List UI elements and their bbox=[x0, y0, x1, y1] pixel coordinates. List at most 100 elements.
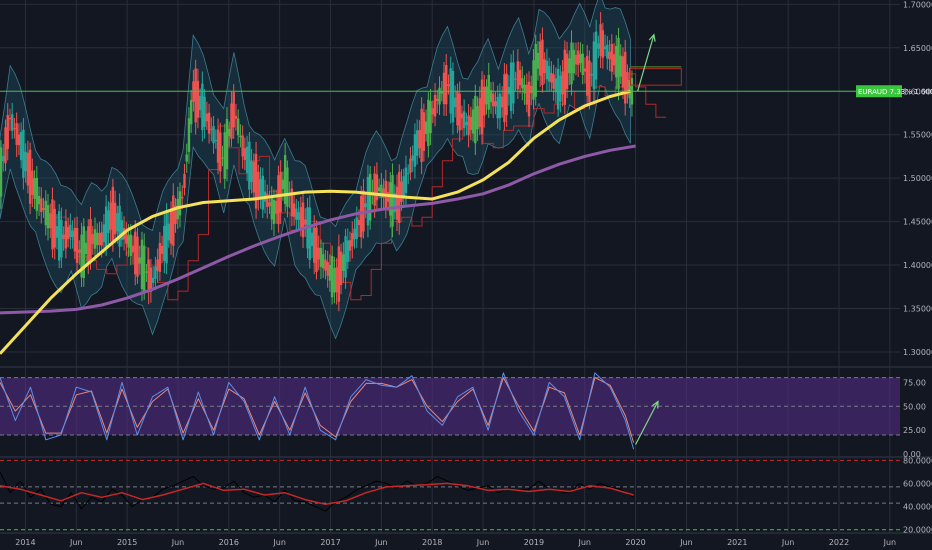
candle-body bbox=[216, 129, 220, 163]
candle-body bbox=[212, 126, 215, 144]
candle-body bbox=[568, 58, 571, 74]
candle-body bbox=[624, 51, 627, 104]
candle-body bbox=[299, 207, 303, 229]
candle-body bbox=[207, 112, 211, 134]
candle-body bbox=[234, 115, 238, 119]
candle-body bbox=[505, 73, 508, 116]
candle-body bbox=[534, 43, 537, 97]
candle-body bbox=[174, 205, 177, 225]
candle-body bbox=[514, 78, 517, 80]
candle-body bbox=[145, 271, 148, 273]
x-tick-label: 2020 bbox=[625, 538, 645, 547]
candle-body bbox=[480, 79, 484, 135]
candle-body bbox=[474, 95, 477, 144]
candle-body bbox=[447, 84, 450, 87]
arrow-shaft bbox=[637, 34, 655, 92]
candle-body bbox=[545, 60, 549, 80]
candle-body bbox=[42, 208, 45, 211]
candle-body bbox=[465, 121, 468, 126]
candle-body bbox=[342, 254, 345, 271]
candle-body bbox=[109, 202, 112, 230]
projection-box bbox=[630, 68, 682, 86]
candle-body bbox=[330, 255, 334, 298]
candle-body bbox=[407, 173, 410, 175]
candle-body bbox=[559, 75, 562, 102]
candle-body bbox=[492, 93, 495, 107]
candle-body bbox=[436, 98, 439, 102]
price-tick-label: 1.35000 bbox=[903, 305, 932, 314]
candle-body bbox=[395, 186, 399, 220]
candle-body bbox=[31, 170, 34, 196]
candle-body bbox=[127, 235, 130, 248]
candle-body bbox=[102, 224, 106, 243]
candle-body bbox=[355, 217, 358, 239]
candle-body bbox=[40, 198, 43, 213]
candle-body bbox=[583, 68, 587, 72]
candle-body bbox=[626, 72, 629, 95]
candle-body bbox=[138, 257, 141, 264]
candle-body bbox=[160, 245, 164, 254]
candle-body bbox=[577, 50, 580, 65]
candle-body bbox=[619, 55, 622, 77]
candle-body bbox=[167, 223, 171, 241]
candle-body bbox=[366, 176, 370, 226]
candle-body bbox=[75, 227, 79, 263]
candle-body bbox=[588, 60, 591, 103]
stoch-projection-arrow bbox=[635, 400, 659, 445]
candle-body bbox=[429, 101, 432, 134]
candle-body bbox=[80, 234, 83, 278]
candle-body bbox=[98, 232, 101, 246]
candle-body bbox=[617, 37, 620, 90]
series-layer bbox=[0, 89, 636, 512]
candle-body bbox=[442, 72, 446, 105]
candle-body bbox=[96, 232, 99, 246]
candle-body bbox=[552, 74, 555, 89]
candle-body bbox=[456, 90, 459, 126]
price-tick-label: 1.55000 bbox=[903, 131, 932, 140]
price-tick-label: 1.40000 bbox=[903, 261, 932, 270]
x-tick-label: 2016 bbox=[219, 538, 239, 547]
candle-body bbox=[431, 108, 435, 115]
candle-body bbox=[621, 56, 625, 88]
candle-body bbox=[183, 173, 186, 188]
candle-body bbox=[440, 91, 443, 94]
candle-body bbox=[221, 157, 224, 159]
candle-body bbox=[19, 132, 23, 161]
candle-body bbox=[165, 212, 168, 264]
candle-body bbox=[471, 109, 475, 134]
candle-body bbox=[507, 86, 511, 95]
candle-body bbox=[219, 132, 222, 172]
candle-body bbox=[346, 240, 349, 262]
candle-body bbox=[0, 147, 3, 197]
candle-body bbox=[527, 81, 531, 117]
candle-body bbox=[143, 245, 146, 291]
candle-body bbox=[26, 152, 30, 186]
rsi-tick-label: 40.00000 bbox=[903, 503, 932, 512]
candle-body bbox=[521, 78, 524, 89]
candle-body bbox=[205, 113, 209, 122]
candle-body bbox=[250, 160, 253, 183]
candle-body bbox=[321, 254, 325, 269]
price-tick-label: 1.50000 bbox=[903, 174, 932, 183]
candle-body bbox=[324, 259, 327, 271]
rsi-tick-label: 20.00000 bbox=[903, 526, 932, 535]
candle-body bbox=[317, 247, 320, 260]
rsi-red-line bbox=[0, 482, 634, 506]
x-tick-label: 2022 bbox=[829, 538, 849, 547]
candle-body bbox=[214, 140, 217, 142]
candle-body bbox=[487, 74, 490, 110]
candle-body bbox=[382, 188, 385, 198]
candle-body bbox=[386, 192, 390, 202]
x-tick-label: Jun bbox=[883, 538, 897, 547]
candle-body bbox=[257, 171, 260, 199]
candle-body bbox=[154, 266, 157, 279]
candle-body bbox=[574, 54, 578, 65]
candle-body bbox=[563, 49, 567, 105]
axis-layer: 2014 Jun 2015 Jun 2016 Jun 2017 Jun 2018 Jun 2019 J… bbox=[15, 0, 932, 547]
candle-body bbox=[277, 175, 280, 225]
candle-body bbox=[140, 239, 144, 290]
candle-body bbox=[525, 84, 528, 105]
candle-body bbox=[590, 73, 593, 76]
candle-body bbox=[530, 86, 533, 94]
stoch-tick-label: 50.00 bbox=[903, 402, 926, 411]
